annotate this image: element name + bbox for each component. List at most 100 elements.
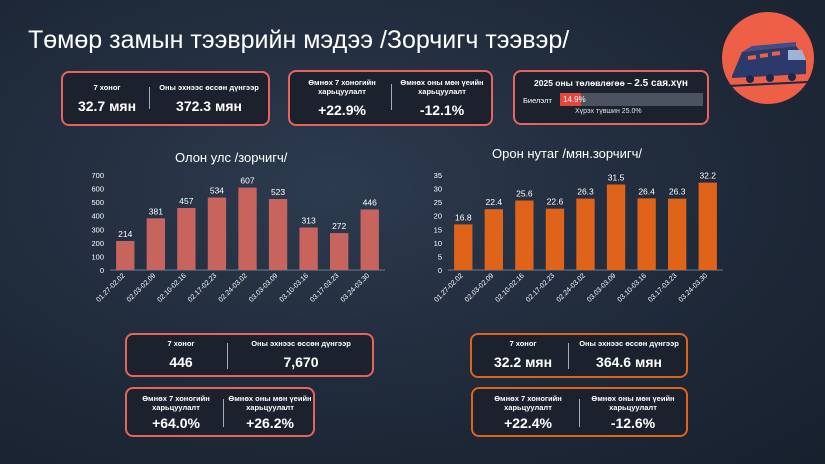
dom-bar — [545, 208, 565, 270]
dom-data-label: 16.8 — [455, 212, 472, 222]
intl-ytick: 100 — [91, 252, 104, 261]
intl-data-label: 523 — [271, 187, 285, 197]
dom-prev-year-label: Өмнөх оны мөн үеийн харьцуулалт — [591, 394, 675, 412]
dom-xtick: 02.17-02.23 — [525, 272, 556, 303]
intl-prev-year-value: +26.2% — [246, 415, 294, 431]
intl-xtick: 01.27-02.02 — [95, 272, 126, 303]
dom-xtick: 01.27-02.02 — [433, 272, 464, 303]
dom-ytick: 20 — [434, 212, 442, 221]
intl-bar — [238, 187, 257, 270]
dom-xtick: 02.03-02.09 — [464, 272, 495, 303]
prev-year-label: Өмнөх оны мөн үеийн харьцуулалт — [400, 78, 484, 96]
intl-data-label: 214 — [118, 229, 132, 239]
intl-data-label: 381 — [149, 206, 163, 216]
plan-percent: 14.9% — [563, 95, 586, 104]
intl-prev-week-value: +64.0% — [152, 415, 200, 431]
comparison-card: Өмнөх 7 хоногийн харьцуулалт +22.9% Өмнө… — [288, 70, 493, 126]
dom-prev-week-value: +22.4% — [504, 415, 552, 431]
plan-progress-bar: 14.9% — [560, 93, 703, 106]
intl-ytick: 700 — [91, 171, 104, 180]
dom-xtick: 02.24-03.02 — [556, 272, 587, 303]
dom-bar — [698, 182, 717, 270]
dom-bar — [484, 209, 503, 270]
dom-bar — [576, 198, 595, 270]
divider — [568, 343, 569, 369]
divider — [579, 399, 580, 427]
plan-label: Биелэлт — [523, 96, 552, 105]
intl-xtick: 03.10-03.16 — [279, 272, 310, 303]
intl-bar — [116, 240, 135, 270]
intl-data-label: 457 — [179, 196, 193, 206]
intl-prev-week-label: Өмнөх 7 хоногийн харьцуулалт — [142, 394, 210, 412]
intl-data-label: 534 — [210, 186, 224, 196]
dom-data-label: 26.3 — [669, 187, 686, 197]
intl-bar — [268, 199, 288, 270]
dom-ytick: 10 — [434, 239, 442, 248]
intl-xtick: 02.10-02.16 — [156, 272, 187, 303]
ytd-label: Оны эхнээс өссөн дүнгээр — [159, 83, 259, 92]
intl-bar — [360, 209, 379, 270]
dom-ytd-label: Оны эхнээс өссөн дүнгээр — [579, 339, 679, 348]
divider — [227, 343, 228, 369]
train-icon — [722, 12, 814, 104]
annual-plan-card: 2025 оны төлөвлөгөө – 2.5 сая.хүн Биелэл… — [513, 70, 709, 125]
page-title: Төмөр замын тээврийн мэдээ /Зорчигч тээв… — [28, 26, 570, 54]
dom-bar — [515, 200, 534, 270]
intl-data-label: 446 — [363, 197, 377, 207]
dom-data-label: 31.5 — [608, 173, 625, 183]
dom-ytick: 15 — [434, 225, 442, 234]
prev-year-value: -12.1% — [419, 102, 465, 118]
dom-ytick: 0 — [438, 266, 442, 275]
domestic-bar-chart: 0 5 10 15 20 25 30 35 16.8 01.27-02.02 22.4 02.03-0… — [433, 171, 723, 304]
intl-ytd-label: Оны эхнээс өссөн дүнгээр — [251, 339, 351, 348]
intl-xtick: 03.03-03.09 — [248, 272, 279, 303]
intl-data-label: 313 — [302, 216, 316, 226]
dom-data-label: 26.3 — [577, 187, 594, 197]
intl-ytd-value: 7,670 — [283, 354, 319, 370]
intl-prev-year-label: Өмнөх оны мөн үеийн харьцуулалт — [228, 394, 312, 412]
dom-prev-year-value: -12.6% — [610, 415, 656, 431]
intl-bar — [299, 227, 318, 270]
dom-comparison-card: Өмнөх 7 хоногийн харьцуулалт +22.4% Өмнө… — [471, 387, 688, 437]
dom-ytick: 5 — [438, 252, 442, 261]
dom-bar — [454, 224, 473, 270]
intl-comparison-card: Өмнөх 7 хоногийн харьцуулалт +64.0% Өмнө… — [125, 387, 315, 437]
dom-chart-title: Орон нутаг /мян.зорчигч/ — [492, 146, 642, 161]
intl-xtick: 02.03-02.09 — [126, 272, 157, 303]
dom-xtick: 02.10-02.16 — [494, 272, 525, 303]
dom-data-label: 25.6 — [516, 189, 533, 199]
intl-bar — [207, 197, 227, 270]
intl-summary-card: 7 хоног 446 Оны эхнээс өссөн дүнгээр 7,6… — [125, 333, 374, 377]
dom-week-value: 32.2 мян — [493, 354, 553, 370]
intl-ytick: 0 — [100, 266, 104, 275]
dom-xtick: 03.17-03.23 — [647, 272, 678, 303]
intl-xtick: 02.17-02.23 — [187, 272, 218, 303]
divider — [149, 87, 150, 109]
intl-data-label: 272 — [332, 221, 346, 231]
plan-title: 2025 оны төлөвлөгөө – 2.5 сая.хүн — [534, 78, 688, 89]
dom-xtick: 03.24-03.30 — [678, 272, 709, 303]
prev-week-value: +22.9% — [318, 102, 366, 118]
intl-bar — [177, 207, 196, 270]
prev-week-label: Өмнөх 7 хоногийн харьцуулалт — [308, 78, 376, 96]
intl-data-label: 607 — [240, 176, 254, 186]
dom-data-label: 32.2 — [699, 171, 716, 181]
intl-ytick: 300 — [91, 225, 104, 234]
intl-ytick: 400 — [91, 212, 104, 221]
dom-week-label: 7 хоног — [509, 339, 537, 348]
dom-xtick: 03.10-03.16 — [617, 272, 648, 303]
intl-bar — [146, 218, 165, 270]
dom-bar — [637, 198, 656, 270]
dom-data-label: 26.4 — [638, 186, 655, 196]
intl-ytick: 200 — [91, 239, 104, 248]
dom-ytick: 25 — [434, 198, 442, 207]
intl-week-label: 7 хоног — [167, 339, 195, 348]
plan-target-text: Хүрэх түвшин 25.0% — [575, 108, 642, 115]
divider — [223, 399, 224, 427]
weekly-summary-card: 7 хоног 32.7 мян Оны эхнээс өссөн дүнгээ… — [61, 71, 270, 126]
dom-bar — [668, 198, 687, 270]
intl-ytick: 500 — [91, 198, 104, 207]
week-label: 7 хоног — [93, 83, 121, 92]
intl-xtick: 03.17-03.23 — [309, 272, 340, 303]
divider — [391, 84, 392, 110]
